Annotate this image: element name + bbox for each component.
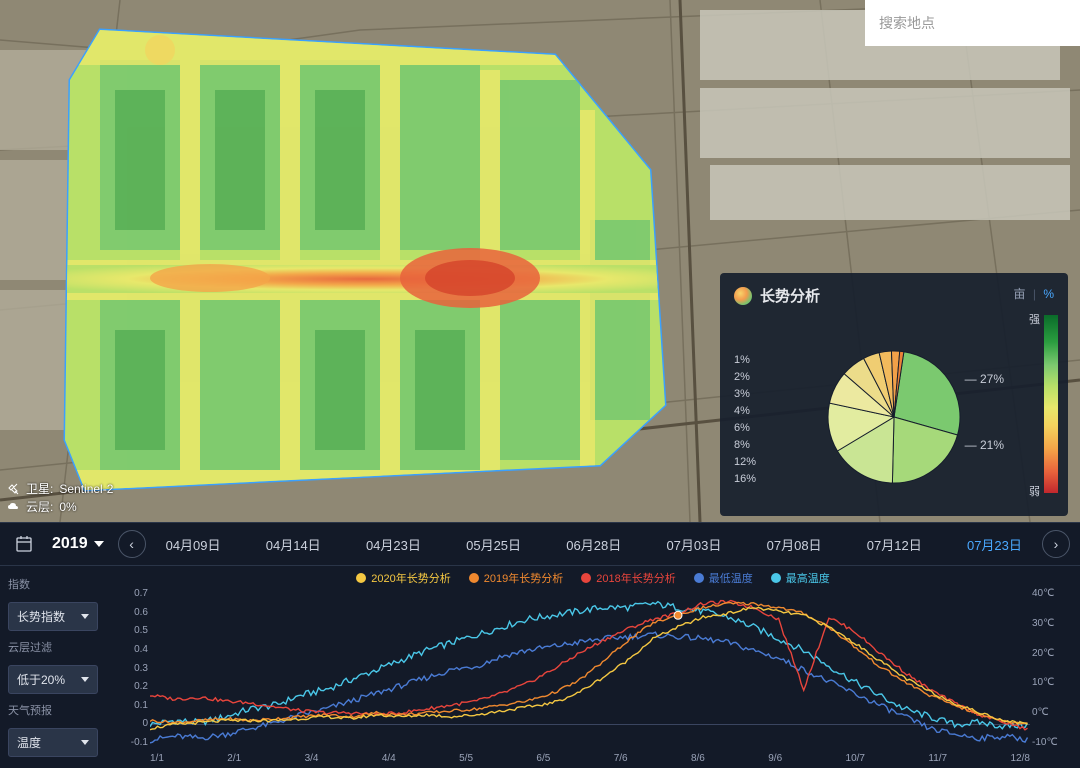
- weather-group-label: 天气预报: [8, 702, 98, 718]
- satellite-label: 卫星:: [26, 480, 53, 498]
- date-item[interactable]: 04月09日: [158, 531, 229, 558]
- pie-chart: [814, 337, 974, 497]
- legend-dot: [771, 573, 781, 583]
- date-item[interactable]: 05月25日: [458, 531, 529, 558]
- date-item[interactable]: 07月08日: [759, 531, 830, 558]
- cloud-value: 0%: [59, 498, 76, 516]
- calendar-icon[interactable]: [10, 530, 38, 558]
- cloud-icon: [6, 500, 20, 514]
- legend-dot: [581, 573, 591, 583]
- analysis-icon: [734, 287, 752, 305]
- chevron-down-icon: [81, 614, 89, 619]
- chart-legend: 2020年长势分析 2019年长势分析 2018年长势分析 最低温度 最高温度: [106, 570, 1080, 586]
- date-item[interactable]: 07月23日: [959, 531, 1030, 558]
- cloud-dropdown[interactable]: 低于20%: [8, 665, 98, 694]
- date-item[interactable]: 04月23日: [358, 531, 429, 558]
- cloud-label: 云层:: [26, 498, 53, 516]
- y-axis-right: 40℃ 30℃ 20℃ 10℃ 0℃ -10℃: [1032, 588, 1074, 748]
- index-dropdown[interactable]: 长势指数: [8, 602, 98, 631]
- line-chart: [150, 588, 1030, 744]
- analysis-title: 长势分析: [760, 285, 820, 306]
- date-item[interactable]: 07月12日: [859, 531, 930, 558]
- chart-area: 指数 长势指数 云层过滤 低于20% 天气预报 温度 2020年长势分析 201…: [0, 566, 1080, 768]
- satellite-value: Sentinel-2: [59, 480, 113, 498]
- chart-controls: 指数 长势指数 云层过滤 低于20% 天气预报 温度: [0, 566, 106, 768]
- satellite-info: 卫星: Sentinel-2 云层: 0%: [6, 480, 113, 516]
- legend-dot: [469, 573, 479, 583]
- satellite-icon: [6, 482, 20, 496]
- chart-main: 2020年长势分析 2019年长势分析 2018年长势分析 最低温度 最高温度 …: [106, 566, 1080, 768]
- x-axis: 1/1 2/1 3/4 4/4 5/5 6/5 7/6 8/6 9/6 10/7…: [150, 753, 1030, 764]
- date-item[interactable]: 07月03日: [658, 531, 729, 558]
- legend-dot: [694, 573, 704, 583]
- weather-dropdown[interactable]: 温度: [8, 728, 98, 757]
- prev-button[interactable]: ‹: [118, 530, 146, 558]
- pie-labels-left: 1% 2% 3% 4% 6% 8% 12% 16%: [734, 352, 756, 488]
- chevron-down-icon: [81, 740, 89, 745]
- pie-labels-right: — 27% — 21%: [965, 372, 1004, 452]
- date-item[interactable]: 06月28日: [558, 531, 629, 558]
- cloud-group-label: 云层过滤: [8, 639, 98, 655]
- search-input[interactable]: [865, 0, 1080, 46]
- year-selector[interactable]: 2019: [46, 535, 110, 553]
- y-axis-left: 0.7 0.6 0.5 0.4 0.3 0.2 0.1 0 -0.1: [110, 588, 148, 748]
- index-group-label: 指数: [8, 576, 98, 592]
- chevron-down-icon: [94, 541, 104, 547]
- date-list: 04月09日 04月14日 04月23日 05月25日 06月28日 07月03…: [154, 531, 1034, 558]
- unit-divider: |: [1033, 287, 1036, 301]
- unit-mu[interactable]: 亩: [1014, 287, 1026, 301]
- legend-dot: [356, 573, 366, 583]
- timeline-bar: 2019 ‹ 04月09日 04月14日 04月23日 05月25日 06月28…: [0, 522, 1080, 566]
- unit-pct[interactable]: %: [1043, 287, 1054, 301]
- chevron-down-icon: [81, 677, 89, 682]
- field-ndvi-overlay: [60, 20, 675, 505]
- date-item[interactable]: 04月14日: [258, 531, 329, 558]
- analysis-panel: 长势分析 亩 | % 强 弱 1% 2% 3% 4% 6% 8% 12% 16%…: [720, 273, 1068, 516]
- next-button[interactable]: ›: [1042, 530, 1070, 558]
- year-value: 2019: [52, 535, 88, 553]
